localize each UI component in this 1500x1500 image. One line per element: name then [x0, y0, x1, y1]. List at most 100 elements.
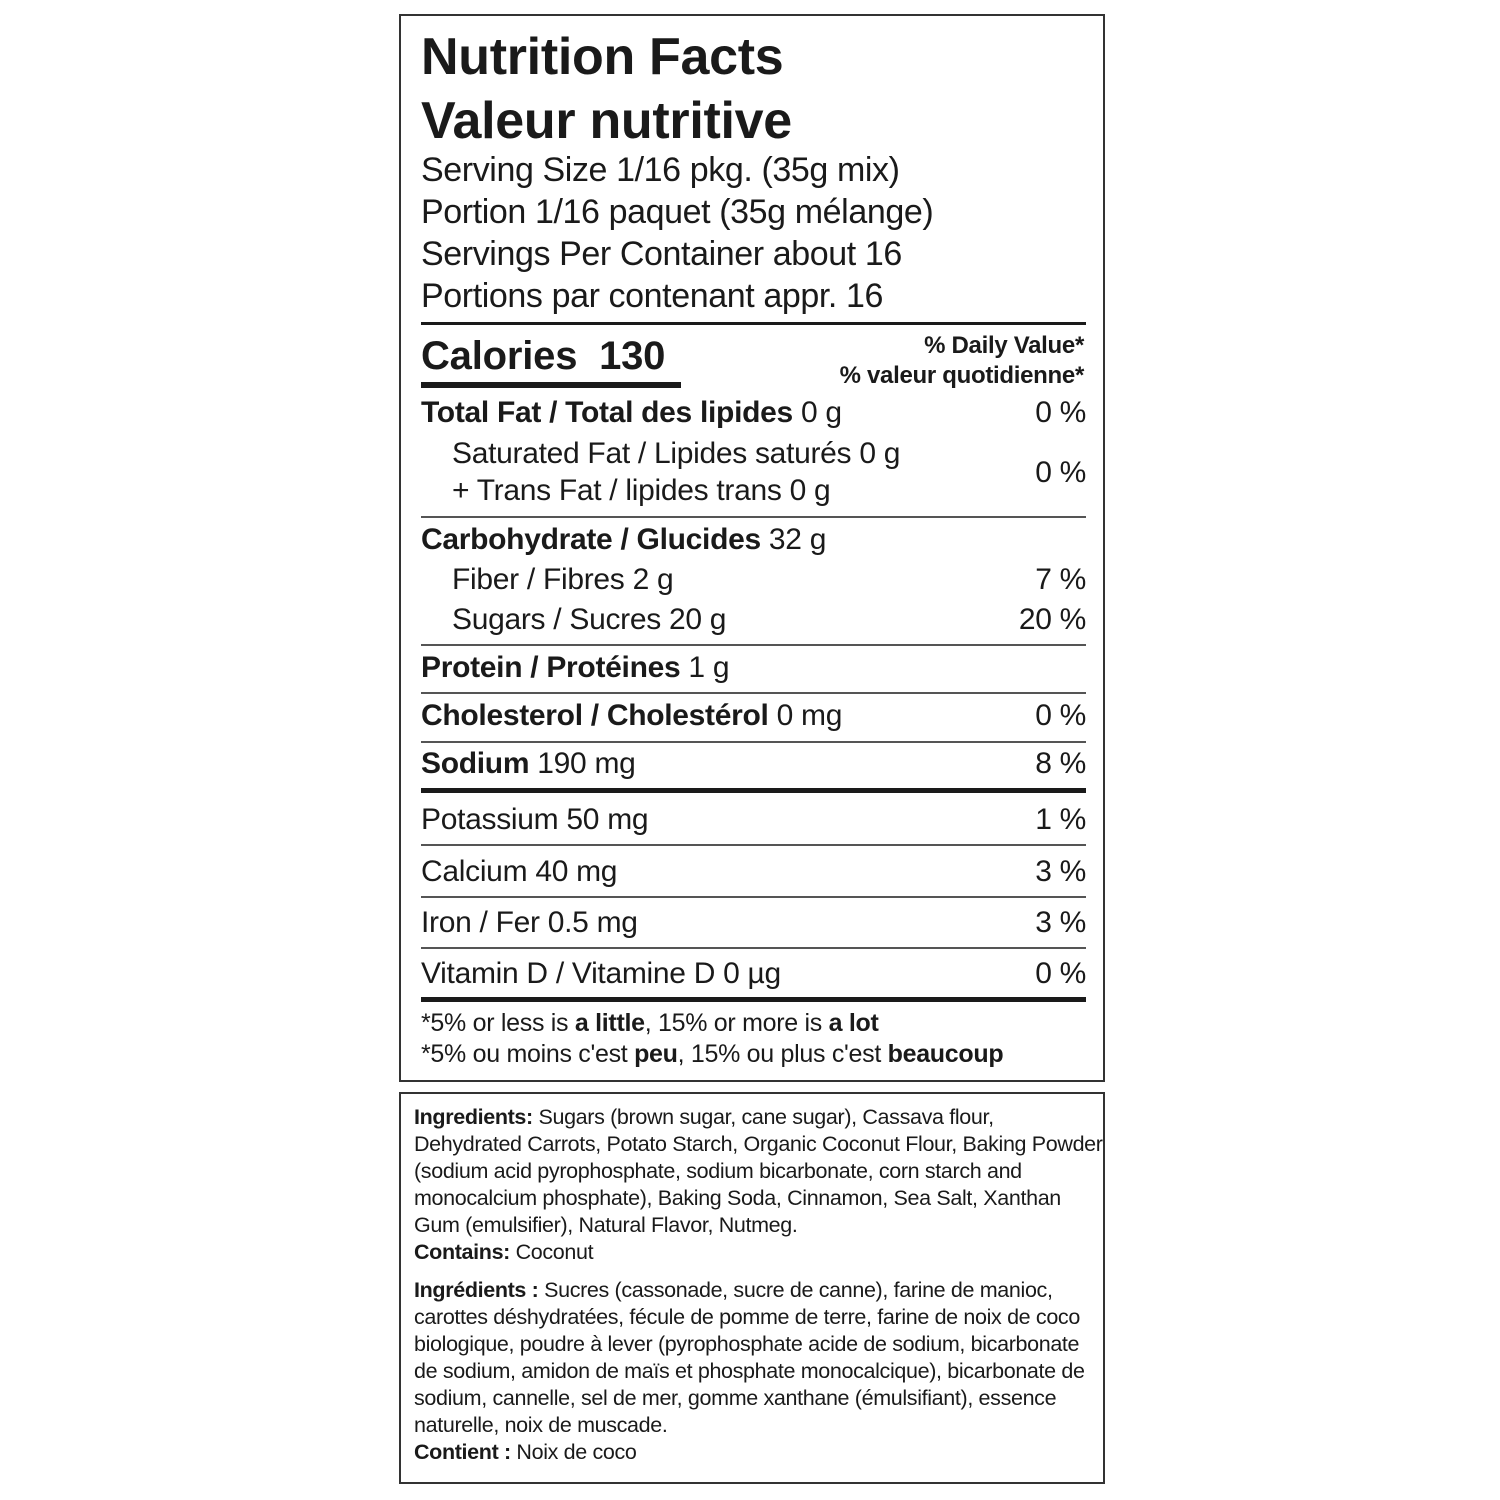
daily-value-fr: % valeur quotidienne* — [839, 362, 1085, 389]
footnote-fr: *5% ou moins c'est peu, 15% ou plus c'es… — [421, 1039, 1004, 1070]
label-text: a little — [574, 1009, 645, 1037]
nutrient-label: Cholesterol / Cholestérol 0 mg — [421, 697, 842, 735]
nutrient-fiber: Fiber / Fibres 2 g 7 % — [421, 561, 1086, 599]
nutrient-label: Carbohydrate / Glucides 32 g — [421, 521, 826, 559]
label-text: Saturated Fat / Lipides saturés — [452, 437, 852, 470]
label-text: Vitamin D / Vitamine D — [421, 957, 716, 990]
nutrient-fat-dv: 0 % — [421, 454, 1086, 492]
ingredients-en: Ingredients: Sugars (brown sugar, cane s… — [414, 1104, 1104, 1266]
title-fr: Valeur nutritive — [421, 92, 792, 150]
nutrient-label: Iron / Fer 0.5 mg — [421, 904, 638, 942]
divider — [421, 644, 1086, 646]
divider — [421, 741, 1086, 743]
label-text: Ingrédients : — [414, 1278, 539, 1302]
label-text: Carbohydrate / Glucides — [421, 523, 761, 556]
nutrient-label: Sodium 190 mg — [421, 745, 636, 783]
title-en: Nutrition Facts — [421, 28, 784, 86]
label-text: 40 mg — [535, 855, 618, 888]
label-text: beaucoup — [887, 1040, 1004, 1068]
label-text: 2 g — [632, 563, 674, 596]
label-text: 0 mg — [776, 699, 843, 732]
nutrient-carbohydrate: Carbohydrate / Glucides 32 g — [421, 521, 1086, 559]
nutrient-saturated-fat: Saturated Fat / Lipides saturés 0 g — [421, 435, 1086, 473]
label-text: Coconut — [509, 1240, 594, 1264]
label-text: Total Fat / Total des lipides — [421, 396, 793, 429]
label-text: 3 % — [1035, 906, 1086, 939]
nutrient-protein: Protein / Protéines 1 g — [421, 649, 1086, 687]
nutrient-label: Total Fat / Total des lipides 0 g — [421, 394, 842, 432]
label-text: 0 µg — [723, 957, 781, 990]
nutrient-cholesterol: Cholesterol / Cholestérol 0 mg 0 % — [421, 697, 1086, 735]
nutrient-label: Potassium 50 mg — [421, 801, 649, 839]
label-text: 32 g — [768, 523, 827, 556]
label-text: Ingredients: — [414, 1105, 533, 1129]
label-text: Sugars / Sucres — [452, 603, 661, 636]
nutrient-label: Saturated Fat / Lipides saturés 0 g — [452, 435, 900, 473]
label-text: *5% or less is — [421, 1009, 575, 1037]
label-text: Cholesterol / Cholestérol — [421, 699, 769, 732]
calories-label: Calories — [421, 334, 578, 378]
label-text: 1 % — [1035, 803, 1086, 836]
daily-value-en: % Daily Value* — [924, 332, 1084, 359]
divider-thick — [421, 788, 1086, 793]
label-text: 8 % — [1035, 747, 1086, 780]
label-text: Noix de coco — [510, 1440, 637, 1464]
divider — [421, 692, 1086, 694]
divider — [421, 844, 1086, 846]
nutrient-label: Sugars / Sucres 20 g — [452, 601, 726, 639]
label-text: Potassium — [421, 803, 559, 836]
servings-fr: Portions par contenant appr. 16 — [421, 277, 884, 315]
label-text: 0 % — [1035, 699, 1086, 732]
nutrient-iron: Iron / Fer 0.5 mg 3 % — [421, 904, 1086, 942]
calories-value: 130 — [599, 334, 666, 378]
label-text: 0 % — [1035, 957, 1086, 990]
label-text: 0 g — [800, 396, 842, 429]
nutrient-label: + Trans Fat / lipides trans 0 g — [452, 472, 831, 510]
label-text: Sucres (cassonade, sucre de canne), fari… — [414, 1278, 1085, 1437]
label-text: 20 % — [1018, 603, 1086, 636]
label-text: 3 % — [1035, 855, 1086, 888]
nutrient-label: Protein / Protéines 1 g — [421, 649, 730, 687]
label-text: , 15% ou plus c'est — [677, 1040, 888, 1068]
footnote-en: *5% or less is a little, 15% or more is … — [421, 1008, 879, 1039]
label-text: , 15% or more is — [644, 1009, 829, 1037]
nutrient-sugars: Sugars / Sucres 20 g 20 % — [421, 601, 1086, 639]
label-text: Sodium — [421, 747, 530, 780]
nutrient-vitamin-d: Vitamin D / Vitamine D 0 µg 0 % — [421, 955, 1086, 993]
divider — [421, 516, 1086, 518]
divider — [421, 322, 1086, 325]
servings-en: Servings Per Container about 16 — [421, 235, 902, 273]
label-text: Iron / Fer — [421, 906, 540, 939]
nutrient-label: Calcium 40 mg — [421, 853, 618, 891]
divider-thick — [421, 997, 1086, 1002]
divider — [421, 947, 1086, 949]
serving-size-fr: Portion 1/16 paquet (35g mélange) — [421, 193, 934, 231]
nutrient-potassium: Potassium 50 mg 1 % — [421, 801, 1086, 839]
label-text: *5% ou moins c'est — [421, 1040, 635, 1068]
label-text: Contains: — [414, 1240, 510, 1264]
nutrient-label: Vitamin D / Vitamine D 0 µg — [421, 955, 781, 993]
ingredients-panel: Ingredients: Sugars (brown sugar, cane s… — [399, 1092, 1105, 1484]
label-text: 0 g — [859, 437, 901, 470]
label-text: 1 g — [688, 651, 730, 684]
label-text: Calcium — [421, 855, 528, 888]
calories-bar — [421, 382, 681, 388]
label-text: Contient : — [414, 1440, 511, 1464]
label-text: Fiber / Fibres — [452, 563, 625, 596]
label-text: 0.5 mg — [547, 906, 638, 939]
nutrient-calcium: Calcium 40 mg 3 % — [421, 853, 1086, 891]
label-text: 0 % — [1035, 456, 1086, 489]
label-text: peu — [634, 1040, 678, 1068]
nutrient-sodium: Sodium 190 mg 8 % — [421, 745, 1086, 783]
nutrient-label: Fiber / Fibres 2 g — [452, 561, 674, 599]
label-text: a lot — [828, 1009, 879, 1037]
label-text: + Trans Fat / lipides trans — [452, 474, 782, 507]
serving-size-en: Serving Size 1/16 pkg. (35g mix) — [421, 151, 900, 189]
divider — [421, 896, 1086, 898]
label-text: 190 mg — [537, 747, 636, 780]
label-text: 20 g — [668, 603, 727, 636]
label-text: 0 g — [789, 474, 831, 507]
label-text: 7 % — [1035, 563, 1086, 596]
ingredients-fr: Ingrédients : Sucres (cassonade, sucre d… — [414, 1277, 1104, 1466]
calories: Calories 130 — [421, 331, 665, 381]
